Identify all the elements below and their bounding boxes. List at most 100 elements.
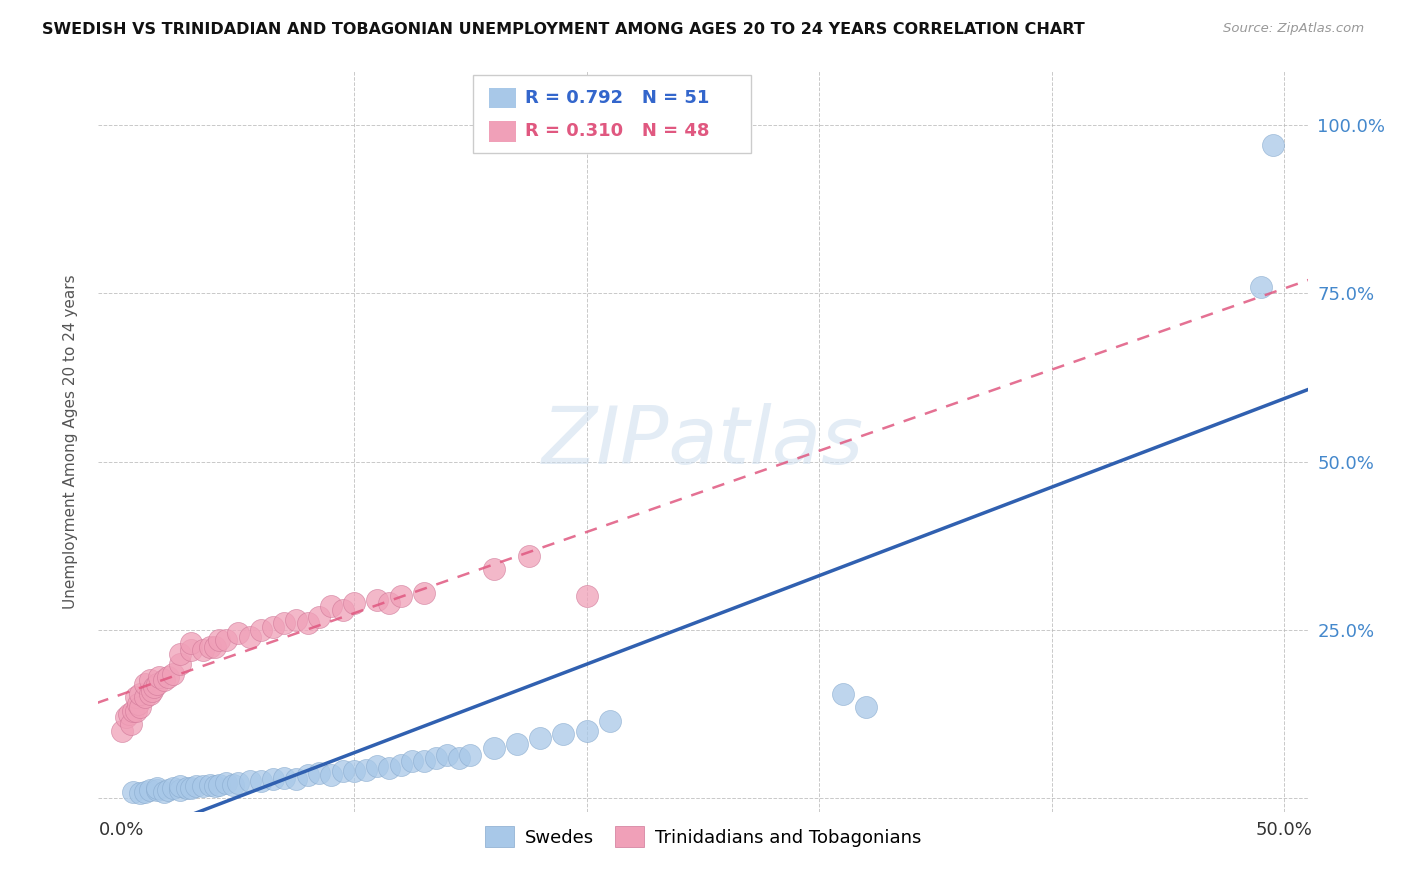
Point	[138, 673, 160, 688]
Text: SWEDISH VS TRINIDADIAN AND TOBAGONIAN UNEMPLOYMENT AMONG AGES 20 TO 24 YEARS COR: SWEDISH VS TRINIDADIAN AND TOBAGONIAN UN…	[42, 22, 1085, 37]
Point	[343, 596, 366, 610]
Point	[297, 616, 319, 631]
Point	[378, 596, 401, 610]
Text: R = 0.310   N = 48: R = 0.310 N = 48	[526, 122, 710, 140]
Point	[297, 767, 319, 781]
Point	[575, 723, 598, 738]
Point	[506, 738, 529, 752]
Point	[319, 767, 342, 781]
Point	[308, 609, 330, 624]
Point	[134, 690, 156, 705]
Point	[169, 647, 191, 661]
Point	[162, 666, 184, 681]
Point	[180, 636, 202, 650]
Point	[319, 599, 342, 614]
Text: Source: ZipAtlas.com: Source: ZipAtlas.com	[1223, 22, 1364, 36]
Point	[262, 620, 284, 634]
Point	[529, 731, 551, 745]
Point	[204, 640, 226, 654]
Point	[152, 673, 174, 688]
Point	[191, 779, 214, 793]
Point	[389, 757, 412, 772]
Point	[1261, 138, 1284, 153]
Point	[191, 643, 214, 657]
Point	[599, 714, 621, 728]
Point	[141, 683, 163, 698]
Point	[176, 781, 198, 796]
Point	[180, 781, 202, 796]
Point	[401, 754, 423, 768]
Point	[332, 764, 354, 779]
Point	[575, 590, 598, 604]
Legend: Swedes, Trinidadians and Tobagonians: Swedes, Trinidadians and Tobagonians	[478, 819, 928, 855]
Point	[118, 707, 141, 722]
Point	[129, 687, 152, 701]
Point	[124, 704, 146, 718]
Point	[343, 764, 366, 779]
Point	[273, 616, 295, 631]
Point	[208, 778, 231, 792]
Point	[378, 761, 401, 775]
Point	[354, 763, 377, 777]
Point	[129, 786, 152, 800]
Point	[436, 747, 458, 762]
Point	[460, 747, 482, 762]
Point	[124, 690, 146, 705]
Point	[482, 740, 505, 755]
Point	[157, 783, 180, 797]
Point	[222, 778, 245, 792]
Point	[204, 779, 226, 793]
Point	[366, 759, 388, 773]
Point	[250, 623, 273, 637]
Point	[184, 779, 207, 793]
Point	[143, 680, 166, 694]
Point	[145, 677, 167, 691]
Point	[413, 586, 436, 600]
Point	[285, 772, 308, 787]
Point	[145, 781, 167, 796]
Point	[855, 700, 877, 714]
Point	[122, 704, 145, 718]
Point	[169, 657, 191, 671]
Point	[120, 717, 142, 731]
Point	[239, 630, 262, 644]
Text: R = 0.792   N = 51: R = 0.792 N = 51	[526, 89, 710, 107]
Point	[447, 751, 470, 765]
Point	[239, 774, 262, 789]
FancyBboxPatch shape	[489, 121, 516, 142]
Point	[208, 633, 231, 648]
Point	[250, 774, 273, 789]
Point	[115, 710, 138, 724]
Point	[122, 784, 145, 798]
Point	[831, 687, 853, 701]
Point	[138, 783, 160, 797]
Point	[215, 776, 238, 790]
Point	[148, 670, 170, 684]
Point	[389, 590, 412, 604]
Point	[366, 592, 388, 607]
Point	[198, 640, 221, 654]
Point	[169, 783, 191, 797]
Point	[169, 779, 191, 793]
Text: ZIPatlas: ZIPatlas	[541, 402, 865, 481]
Point	[553, 727, 575, 741]
Point	[425, 751, 447, 765]
Point	[226, 776, 249, 790]
FancyBboxPatch shape	[489, 87, 516, 108]
Point	[517, 549, 540, 563]
Point	[111, 723, 134, 738]
Point	[127, 697, 149, 711]
Point	[413, 754, 436, 768]
Point	[1250, 279, 1272, 293]
Point	[262, 772, 284, 787]
FancyBboxPatch shape	[474, 75, 751, 153]
Point	[198, 778, 221, 792]
Point	[152, 784, 174, 798]
Point	[134, 677, 156, 691]
Point	[482, 562, 505, 576]
Point	[332, 603, 354, 617]
Point	[145, 783, 167, 797]
Point	[134, 784, 156, 798]
Point	[226, 626, 249, 640]
Point	[308, 765, 330, 780]
